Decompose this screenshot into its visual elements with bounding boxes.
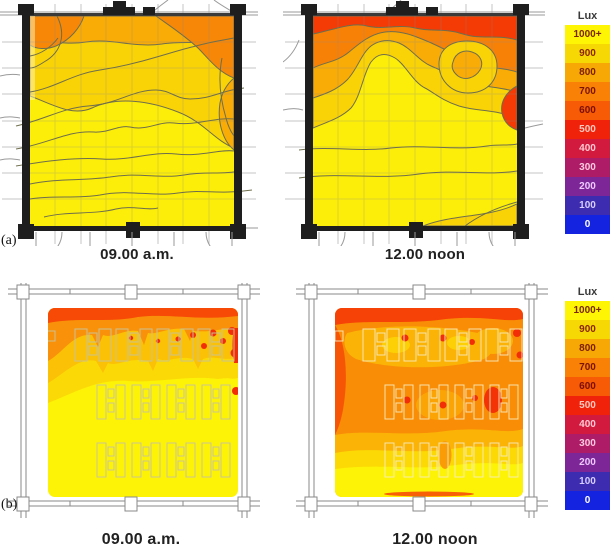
- legend-swatch-800: 800: [565, 63, 610, 82]
- legend-scale: 1000+ 900 800 700 600 500 400 300 200 100 0: [565, 25, 610, 234]
- legend-swatch-700: 700: [565, 82, 610, 101]
- legend-swatch-200: 200: [565, 453, 610, 472]
- caption-b-0900: 09.00 a.m.: [101, 531, 181, 548]
- legend-swatch-800: 800: [565, 339, 610, 358]
- legend-title: Lux: [577, 10, 598, 22]
- caption-a-0900: 09.00 a.m.: [100, 246, 174, 263]
- render-map-b-0900: [8, 283, 260, 518]
- legend-swatch-900: 900: [565, 320, 610, 339]
- legend-title: Lux: [577, 286, 598, 298]
- contour-map-a-1200: [283, 0, 545, 246]
- row-label-a: (a): [1, 233, 17, 248]
- legend-swatch-0: 0: [565, 491, 610, 510]
- legend-swatch-300: 300: [565, 434, 610, 453]
- contour-map-a-0900: [0, 0, 258, 246]
- legend-swatch-500: 500: [565, 120, 610, 139]
- legend-swatch-1000+: 1000+: [565, 25, 610, 44]
- legend-swatch-0: 0: [565, 215, 610, 234]
- legend-swatch-200: 200: [565, 177, 610, 196]
- caption-a-1200: 12.00 noon: [384, 246, 466, 263]
- legend-scale: 1000+ 900 800 700 600 500 400 300 200 100 0: [565, 301, 610, 510]
- legend-swatch-100: 100: [565, 196, 610, 215]
- legend-swatch-1000+: 1000+: [565, 301, 610, 320]
- legend-swatch-400: 400: [565, 415, 610, 434]
- legend-swatch-900: 900: [565, 44, 610, 63]
- legend-swatch-700: 700: [565, 358, 610, 377]
- render-map-b-1200: [296, 283, 548, 518]
- legend-swatch-600: 600: [565, 101, 610, 120]
- caption-b-1200: 12.00 noon: [392, 531, 478, 548]
- legend-swatch-100: 100: [565, 472, 610, 491]
- row-label-b: (b): [1, 497, 18, 512]
- legend-row-a: Lux 1000+ 900 800 700 600 500 400 300 200 100 0: [565, 10, 610, 234]
- legend-swatch-500: 500: [565, 396, 610, 415]
- legend-row-b: Lux 1000+ 900 800 700 600 500 400 300 200 100 0: [565, 286, 610, 510]
- legend-swatch-400: 400: [565, 139, 610, 158]
- legend-swatch-300: 300: [565, 158, 610, 177]
- legend-swatch-600: 600: [565, 377, 610, 396]
